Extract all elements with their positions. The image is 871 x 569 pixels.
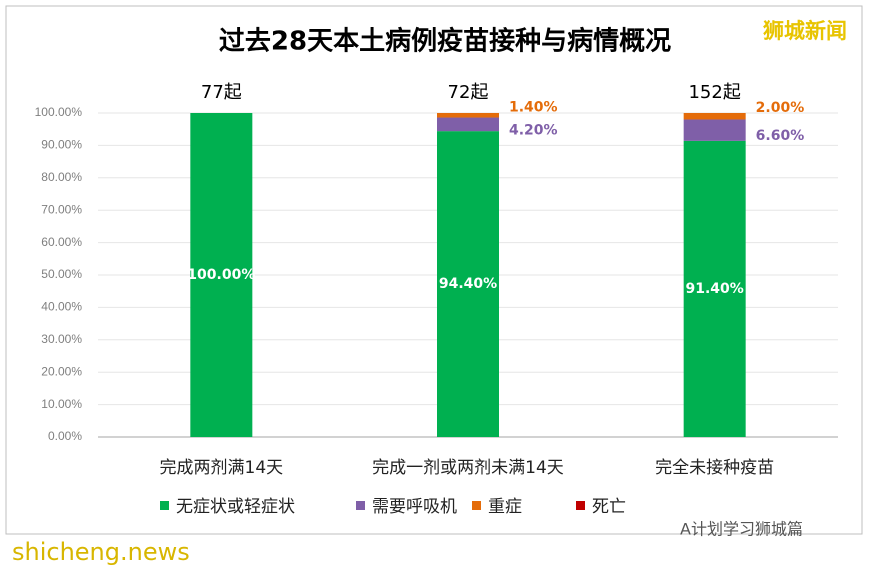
y-tick-label: 60.00% — [41, 235, 82, 249]
y-tick-label: 90.00% — [41, 138, 82, 152]
y-tick-label: 0.00% — [48, 429, 82, 443]
chart-title: 过去28天本土病例疫苗接种与病情概况 — [219, 26, 671, 57]
bar-segment — [437, 113, 499, 118]
value-label: 94.40% — [439, 276, 497, 292]
bar-top-label: 72起 — [448, 82, 489, 103]
y-tick-label: 30.00% — [41, 332, 82, 346]
value-label: 6.60% — [756, 128, 805, 144]
value-label: 2.00% — [756, 100, 805, 116]
y-tick-label: 20.00% — [41, 364, 82, 378]
y-tick-label: 100.00% — [35, 105, 83, 119]
value-label: 91.40% — [686, 281, 744, 297]
y-tick-label: 70.00% — [41, 202, 82, 216]
bar-segment — [190, 113, 253, 437]
value-label: 100.00% — [187, 267, 255, 283]
value-label: 4.20% — [509, 122, 558, 138]
legend-swatch — [472, 501, 481, 510]
legend-label: 死亡 — [592, 497, 626, 517]
legend-label: 无症状或轻症状 — [176, 497, 295, 517]
x-tick-label: 完成一剂或两剂未满14天 — [372, 458, 564, 478]
value-label: 1.40% — [509, 99, 558, 115]
y-tick-label: 40.00% — [41, 300, 82, 314]
bar-segment — [683, 140, 746, 437]
bar-segment — [683, 119, 746, 141]
legend-swatch — [160, 501, 169, 510]
bar-top-label: 77起 — [201, 82, 242, 103]
bar-segment — [437, 117, 499, 132]
watermark: 狮城新闻 — [763, 19, 847, 43]
watermark: A计划学习狮城篇 — [680, 520, 803, 539]
bar-segment — [437, 131, 499, 438]
legend-label: 需要呼吸机 — [372, 497, 457, 517]
x-tick-label: 完成两剂满14天 — [160, 458, 284, 478]
legend-swatch — [356, 501, 365, 510]
y-tick-label: 10.00% — [41, 397, 82, 411]
bar-segment — [683, 113, 746, 120]
x-tick-label: 完全未接种疫苗 — [655, 458, 774, 478]
legend-label: 重症 — [488, 497, 522, 517]
bar-top-label: 152起 — [688, 82, 740, 103]
legend-swatch — [576, 501, 585, 510]
watermark: shicheng.news — [12, 538, 190, 566]
y-tick-label: 50.00% — [41, 267, 82, 281]
y-tick-label: 80.00% — [41, 170, 82, 184]
